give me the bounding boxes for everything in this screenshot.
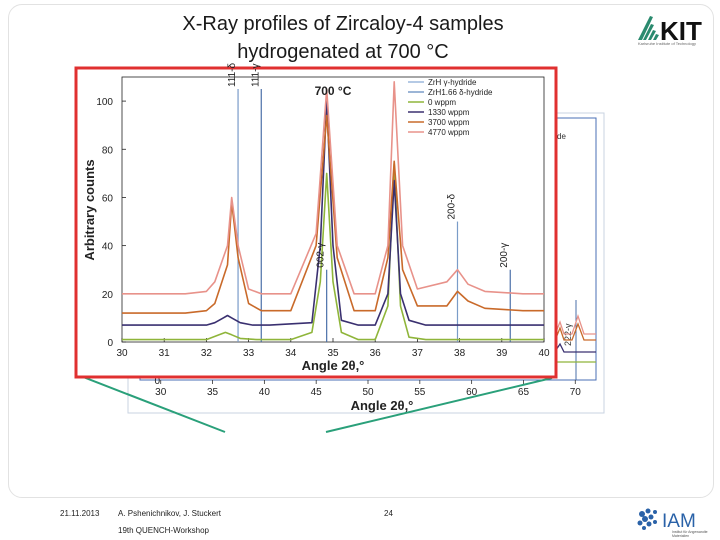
y-tick-label: 0 <box>107 338 113 349</box>
bg-y-tick-label: 0 <box>154 376 160 387</box>
y-tick-label: 40 <box>102 242 114 253</box>
bg-x-tick-label: 65 <box>518 387 530 398</box>
bg-x-tick-label: 30 <box>155 387 167 398</box>
kit-logo-subtitle: Karlsruhe Institute of Technology <box>638 41 696 46</box>
callout-line-left <box>77 374 226 433</box>
kit-logo-mark-icon <box>638 16 659 40</box>
slide-frame <box>8 4 714 498</box>
bg-x-axis-label: Angle 2θ,° <box>351 398 414 413</box>
legend-label: ZrH1.66 δ-hydride <box>428 88 493 97</box>
series-line <box>122 81 544 295</box>
bg-x-tick-label: 35 <box>207 387 219 398</box>
series-line <box>122 100 544 326</box>
legend-label: 1330 wppm <box>428 108 470 117</box>
bg-legend-fragment: de <box>557 132 566 141</box>
legend-label: 0 wppm <box>428 98 456 107</box>
bg-x-tick-label: 50 <box>362 387 374 398</box>
reference-line-label: 002-γ <box>316 243 327 268</box>
bg-series-line <box>555 342 596 353</box>
footer-date: 21.11.2013 <box>60 509 100 518</box>
footer-authors: A. Pshenichnikov, J. Stuckert <box>118 509 222 518</box>
y-tick-label: 60 <box>102 193 114 204</box>
callout-line-right <box>325 377 553 433</box>
iam-logo-subtitle: Institut für Angewandte Materialien <box>672 530 708 538</box>
legend-label: 4770 wppm <box>428 128 470 137</box>
y-axis-label: Arbitrary counts <box>82 159 97 260</box>
iam-logo-text: IAM <box>662 511 696 532</box>
x-tick-label: 33 <box>243 348 255 359</box>
title-line-1: X-Ray profiles of Zircaloy-4 samples <box>182 13 504 35</box>
x-tick-label: 36 <box>370 348 382 359</box>
footer-page-number: 24 <box>384 509 393 518</box>
y-tick-label: 80 <box>102 145 114 156</box>
x-tick-label: 38 <box>454 348 466 359</box>
bg-x-tick-label: 70 <box>570 387 582 398</box>
chart-title: 700 °C <box>315 84 352 98</box>
x-tick-label: 34 <box>285 348 297 359</box>
footer-workshop: 19th QUENCH-Workshop <box>118 526 209 535</box>
bg-x-tick-label: 60 <box>466 387 478 398</box>
kit-logo: KIT <box>638 16 702 46</box>
x-axis-label: Angle 2θ,° <box>302 358 365 373</box>
series-line <box>122 114 544 314</box>
bg-x-tick-label: 45 <box>311 387 323 398</box>
bg-series-line <box>555 322 596 341</box>
bg-series-line <box>555 313 596 335</box>
reference-line-label: 111-δ <box>227 63 238 88</box>
iam-logo: IAM <box>637 508 696 532</box>
x-tick-label: 31 <box>159 348 171 359</box>
x-tick-label: 30 <box>116 348 128 359</box>
kit-logo-text: KIT <box>660 16 702 46</box>
legend-label: 3700 wppm <box>428 118 470 127</box>
reference-line-label: 200-δ <box>446 194 457 220</box>
y-tick-label: 20 <box>102 290 114 301</box>
reference-line-label: 111-γ <box>250 64 261 88</box>
bg-x-tick-label: 40 <box>259 387 271 398</box>
legend-label: ZrH γ-hydride <box>428 78 477 87</box>
x-tick-label: 40 <box>538 348 550 359</box>
bg-x-tick-label: 55 <box>414 387 426 398</box>
title-line-2: hydrogenated at 700 °C <box>237 41 449 63</box>
x-tick-label: 32 <box>201 348 213 359</box>
slide-title: X-Ray profiles of Zircaloy-4 samples hyd… <box>110 10 576 66</box>
main-plot-marks: 30 31 32 33 34 35 36 37 38 39 40 0 20 40 60 80 100 111-δ 1… <box>82 63 550 373</box>
x-tick-label: 39 <box>496 348 508 359</box>
x-tick-label: 35 <box>327 348 339 359</box>
x-tick-label: 37 <box>412 348 424 359</box>
iam-logo-mark-icon <box>637 508 657 530</box>
reference-line-label: 200-γ <box>499 243 510 268</box>
y-tick-label: 100 <box>96 97 113 108</box>
series-line <box>122 162 544 341</box>
